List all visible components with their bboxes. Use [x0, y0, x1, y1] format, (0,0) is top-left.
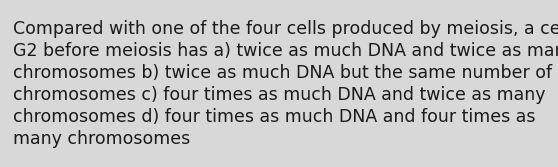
- Text: chromosomes b) twice as much DNA but the same number of: chromosomes b) twice as much DNA but the…: [13, 64, 552, 82]
- Text: Compared with one of the four cells produced by meiosis, a cell: Compared with one of the four cells prod…: [13, 20, 558, 38]
- Text: chromosomes d) four times as much DNA and four times as: chromosomes d) four times as much DNA an…: [13, 108, 536, 126]
- Text: many chromosomes: many chromosomes: [13, 130, 190, 148]
- Text: chromosomes c) four times as much DNA and twice as many: chromosomes c) four times as much DNA an…: [13, 86, 546, 104]
- Text: G2 before meiosis has a) twice as much DNA and twice as many: G2 before meiosis has a) twice as much D…: [13, 42, 558, 60]
